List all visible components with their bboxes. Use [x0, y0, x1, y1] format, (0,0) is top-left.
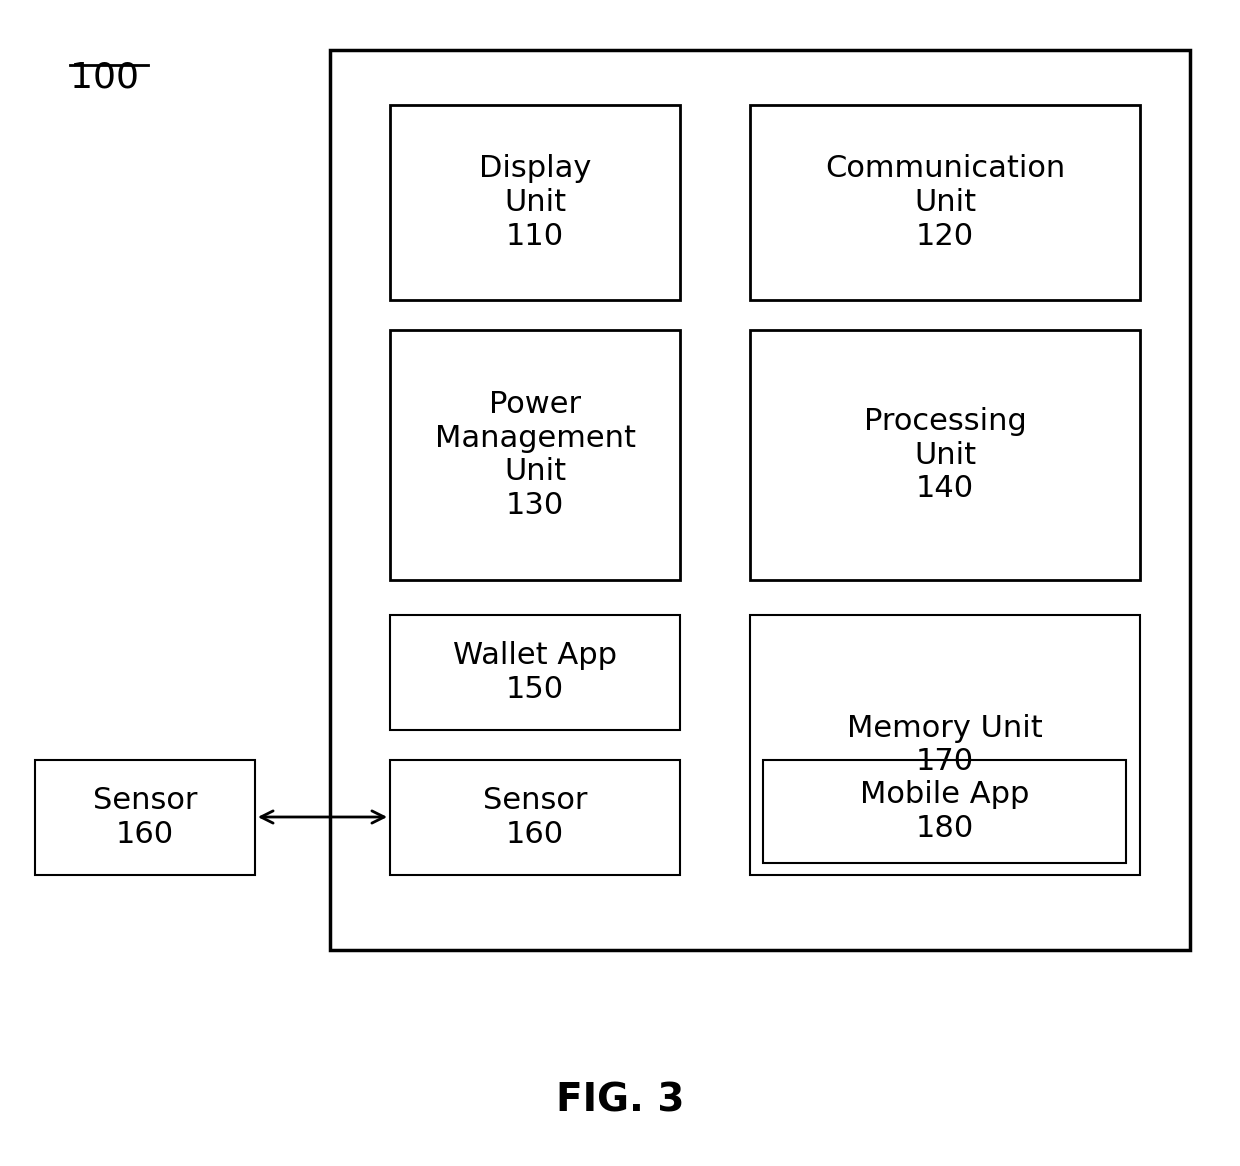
Text: Wallet App
150: Wallet App 150: [453, 641, 618, 704]
Bar: [391, 760, 680, 874]
Text: Power
Management
Unit
130: Power Management Unit 130: [434, 391, 635, 520]
Text: FIG. 3: FIG. 3: [556, 1081, 684, 1119]
Bar: [750, 105, 1140, 300]
Text: Communication
Unit
120: Communication Unit 120: [825, 154, 1065, 251]
Text: Mobile App
180: Mobile App 180: [859, 780, 1029, 843]
Bar: [35, 760, 255, 874]
Bar: [391, 330, 680, 580]
Bar: [391, 105, 680, 300]
Bar: [763, 760, 1126, 863]
Bar: [330, 50, 1190, 950]
Text: Memory Unit
170: Memory Unit 170: [847, 714, 1043, 777]
Bar: [750, 330, 1140, 580]
Text: Sensor
160: Sensor 160: [482, 786, 588, 849]
Text: Processing
Unit
140: Processing Unit 140: [863, 407, 1027, 503]
Text: Sensor
160: Sensor 160: [93, 786, 197, 849]
Bar: [391, 614, 680, 730]
Text: Display
Unit
110: Display Unit 110: [479, 154, 591, 251]
Text: 100: 100: [69, 59, 139, 94]
Bar: [750, 614, 1140, 874]
